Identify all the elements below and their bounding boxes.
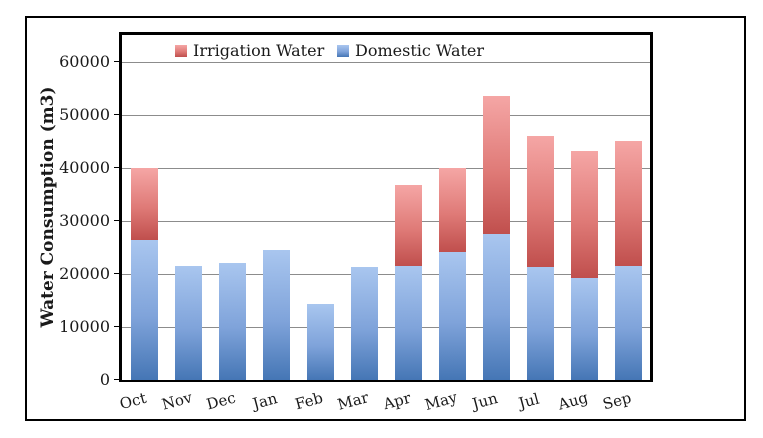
bar-domestic-nov [174, 265, 202, 380]
gridline-40000 [122, 167, 650, 169]
plot-area [119, 32, 653, 382]
bar-domestic-dec [218, 263, 246, 380]
y-tick-label-50000: 50000 [59, 104, 110, 124]
bar-domestic-feb [306, 303, 334, 380]
legend-item-domestic: Domestic Water [337, 43, 484, 59]
bar-irrigation-aug [570, 150, 598, 278]
bar-domestic-oct [130, 240, 158, 380]
legend-item-irrigation: Irrigation Water [175, 43, 324, 59]
bar-domestic-aug [570, 277, 598, 380]
y-tick-mark-0 [114, 379, 122, 380]
y-tick-label-0: 0 [99, 370, 110, 389]
bar-domestic-jun [482, 234, 510, 380]
bar-irrigation-apr [394, 185, 422, 267]
bar-irrigation-may [438, 167, 466, 252]
legend-swatch-irrigation [175, 45, 187, 57]
y-tick-label-40000: 40000 [59, 157, 110, 177]
y-tick-mark-20000 [114, 272, 122, 274]
bar-irrigation-jun [482, 96, 510, 235]
bar-domestic-apr [394, 266, 422, 380]
y-tick-label-30000: 30000 [59, 210, 110, 230]
gridline-30000 [122, 220, 650, 222]
y-tick-mark-40000 [114, 166, 122, 168]
legend-label: Irrigation Water [193, 41, 325, 60]
gridline-20000 [122, 273, 650, 275]
plot-area-inner [122, 35, 650, 380]
y-tick-mark-50000 [114, 113, 122, 115]
legend-label: Domestic Water [355, 41, 485, 60]
y-tick-mark-30000 [114, 219, 122, 221]
y-tick-label-60000: 60000 [59, 51, 110, 71]
bar-domestic-may [438, 251, 466, 380]
y-tick-mark-60000 [114, 60, 122, 62]
bar-domestic-jan [262, 249, 290, 380]
gridline-50000 [122, 114, 650, 116]
bar-domestic-jul [526, 267, 554, 380]
legend-swatch-domestic [337, 45, 349, 57]
bar-domestic-sep [614, 266, 642, 380]
bar-irrigation-oct [130, 167, 158, 241]
bar-irrigation-jul [526, 135, 554, 268]
gridline-10000 [122, 326, 650, 328]
y-tick-label-20000: 20000 [59, 263, 110, 283]
bar-domestic-mar [350, 267, 378, 380]
y-tick-mark-10000 [114, 325, 122, 327]
gridline-60000 [122, 61, 650, 63]
bar-irrigation-sep [614, 141, 642, 267]
y-tick-label-10000: 10000 [59, 316, 110, 336]
